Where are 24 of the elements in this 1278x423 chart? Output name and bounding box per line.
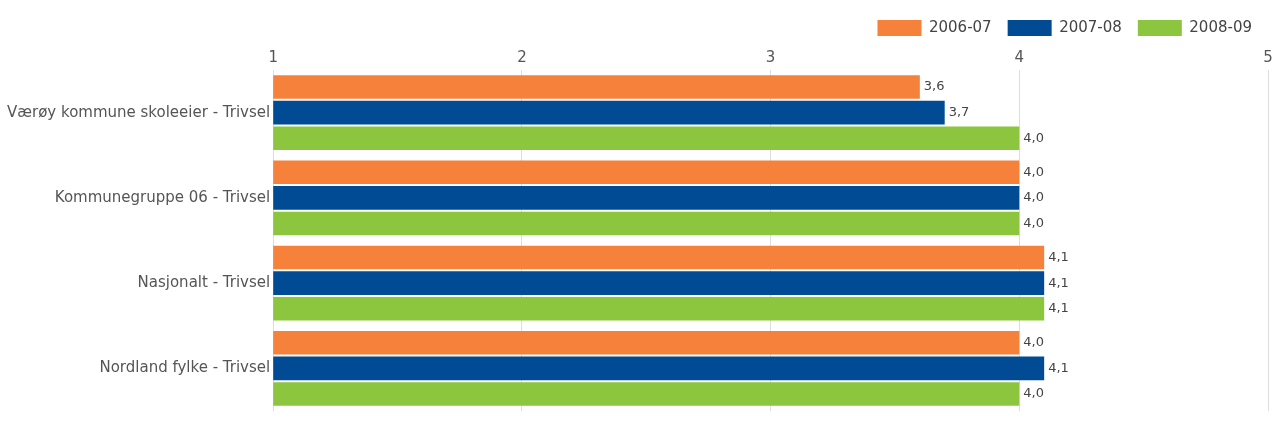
y-tick-label: Nordland fylke - Trivsel (99, 358, 271, 377)
legend-label: 2007-08 (1059, 17, 1122, 36)
data-label: 4,0 (1023, 189, 1044, 205)
y-tick-label: Kommunegruppe 06 - Trivsel (54, 187, 271, 206)
x-tick-label: 3 (765, 47, 776, 66)
data-label: 4,0 (1023, 385, 1044, 401)
data-label: 3,6 (923, 78, 945, 94)
data-label: 4,1 (1048, 274, 1069, 290)
data-label: 4,0 (1023, 129, 1044, 145)
legend-label: 2008-09 (1189, 17, 1253, 36)
legend-label: 2006-07 (928, 17, 992, 36)
data-label: 3,7 (948, 104, 970, 119)
data-label: 4,1 (1048, 359, 1069, 375)
data-label: 4,0 (1023, 163, 1044, 179)
data-label: 4,0 (1023, 334, 1044, 350)
x-tick-label: 1 (268, 47, 278, 66)
x-tick-label: 5 (1263, 47, 1273, 66)
x-tick-label: 2 (517, 47, 527, 66)
x-tick-label: 4 (1014, 47, 1025, 66)
y-tick-label: Værøy kommune skoleeier - Trivsel (7, 102, 271, 121)
data-label: 4,0 (1023, 214, 1044, 230)
data-label: 4,1 (1048, 300, 1069, 316)
y-tick-label: Nasjonalt - Trivsel (137, 273, 271, 292)
data-label: 4,1 (1048, 248, 1069, 264)
